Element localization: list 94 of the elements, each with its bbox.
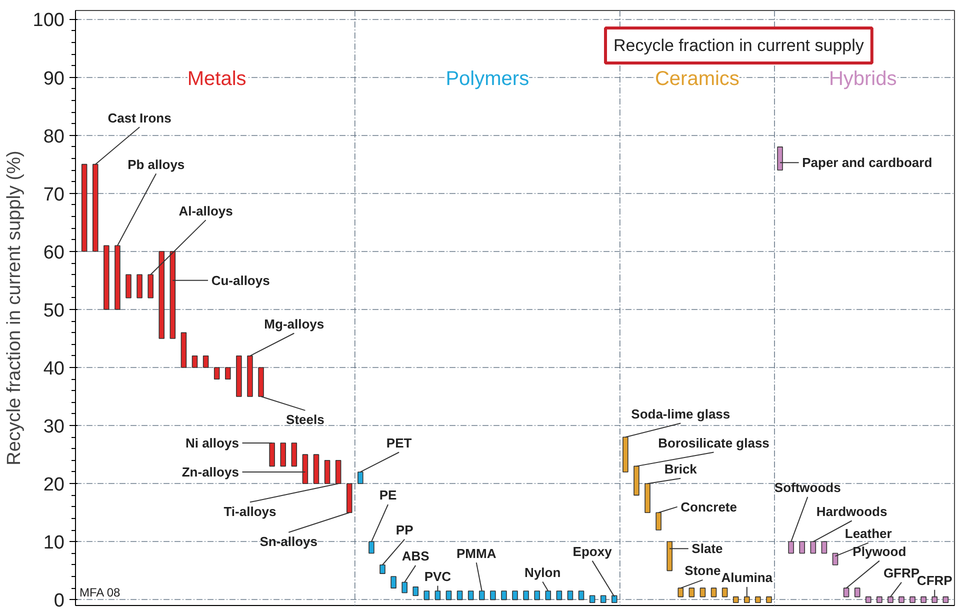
annotation: PVC (424, 568, 452, 584)
bar (854, 588, 860, 598)
annotation: Al-alloys (178, 203, 233, 218)
bar (578, 590, 584, 600)
annotation: Epoxy (572, 544, 613, 560)
bar (468, 590, 474, 600)
bar (865, 596, 872, 603)
bar (766, 596, 772, 603)
bar (280, 442, 286, 467)
annotation: MFA 08 (80, 586, 121, 600)
bar (512, 590, 518, 600)
annotation: Ni alloys (185, 435, 239, 450)
bar (523, 590, 529, 600)
bar (104, 245, 110, 310)
bar (236, 355, 242, 397)
annotation: Brick (664, 462, 698, 477)
y-tick-label: 20 (43, 474, 65, 496)
text: Hybrids (828, 68, 897, 90)
bar (136, 274, 142, 298)
bar (202, 355, 209, 368)
bar (710, 588, 717, 598)
annotation: PE (379, 488, 398, 503)
annotation: PP (396, 522, 414, 538)
annotation: Plywood (852, 544, 906, 560)
bar (942, 596, 949, 603)
annotation: Slate (692, 541, 723, 556)
bar (589, 595, 596, 603)
annotation: Nylon (524, 564, 561, 580)
bar (412, 586, 418, 596)
y-tick-label: 80 (43, 126, 65, 148)
bar (732, 596, 739, 603)
bar (898, 596, 904, 603)
annotation: Pb alloys (128, 156, 185, 172)
bar (722, 588, 728, 598)
annotation: Sn-alloys (260, 534, 318, 550)
y-tick-label: 50 (43, 300, 65, 322)
bar (390, 576, 396, 588)
annotation: PET (386, 435, 412, 450)
bar (81, 164, 88, 252)
bar (876, 596, 882, 603)
annotation: Alumina (721, 570, 774, 586)
text: Metals (187, 68, 246, 90)
y-axis-title: Recycle fraction in current supply (%) (4, 150, 25, 466)
text: Recycle fraction in current supply (614, 36, 864, 55)
text: Ceramics (654, 68, 740, 90)
bar (799, 541, 805, 554)
annotation: PMMA (456, 546, 497, 561)
annotation: Steels (286, 412, 324, 428)
annotation: Mg-alloys (264, 316, 324, 332)
annotation: Soda-lime glass (631, 406, 730, 422)
annotation: Borosilicate glass (658, 435, 770, 450)
bar (688, 588, 695, 598)
annotation: Cu-alloys (211, 272, 270, 288)
annotation: ABS (402, 548, 430, 564)
y-tick-label: 40 (43, 358, 65, 380)
bar (291, 442, 298, 467)
text: Polymers (446, 68, 530, 90)
annotation: Hardwoods (816, 504, 888, 519)
bar (214, 367, 220, 380)
bar (534, 590, 540, 600)
bar (313, 454, 320, 484)
bar (180, 332, 187, 368)
bar (755, 596, 761, 603)
y-tick-label: 30 (43, 416, 65, 438)
y-tick-label: 70 (43, 184, 65, 206)
annotation: Ti-alloys (224, 504, 276, 519)
y-tick-label: 90 (43, 68, 65, 90)
y-tick-label: 100 (32, 10, 64, 32)
annotation: Zn-alloys (182, 464, 239, 480)
bar (456, 590, 463, 600)
annotation: Paper and cardboard (802, 155, 932, 170)
bar (501, 590, 507, 600)
bar (600, 595, 606, 603)
annotation: Concrete (680, 499, 737, 514)
bar (192, 355, 198, 368)
annotation: CFRP (916, 573, 953, 588)
bar (490, 590, 496, 600)
bar (700, 588, 706, 598)
annotation: Cast Irons (108, 110, 172, 126)
bar (821, 541, 828, 554)
annotation: Leather (844, 526, 892, 542)
annotation: Softwoods (774, 480, 841, 496)
bar (567, 590, 574, 600)
bar (556, 590, 562, 600)
y-tick-label: 0 (54, 590, 65, 612)
y-tick-label: 10 (43, 532, 65, 554)
bar (910, 596, 916, 603)
bar (225, 367, 231, 380)
annotation: Stone (684, 563, 721, 578)
bar (126, 274, 132, 298)
y-tick-label: 60 (43, 242, 65, 264)
bar (446, 590, 452, 600)
bar (424, 590, 430, 600)
bar (920, 596, 926, 603)
